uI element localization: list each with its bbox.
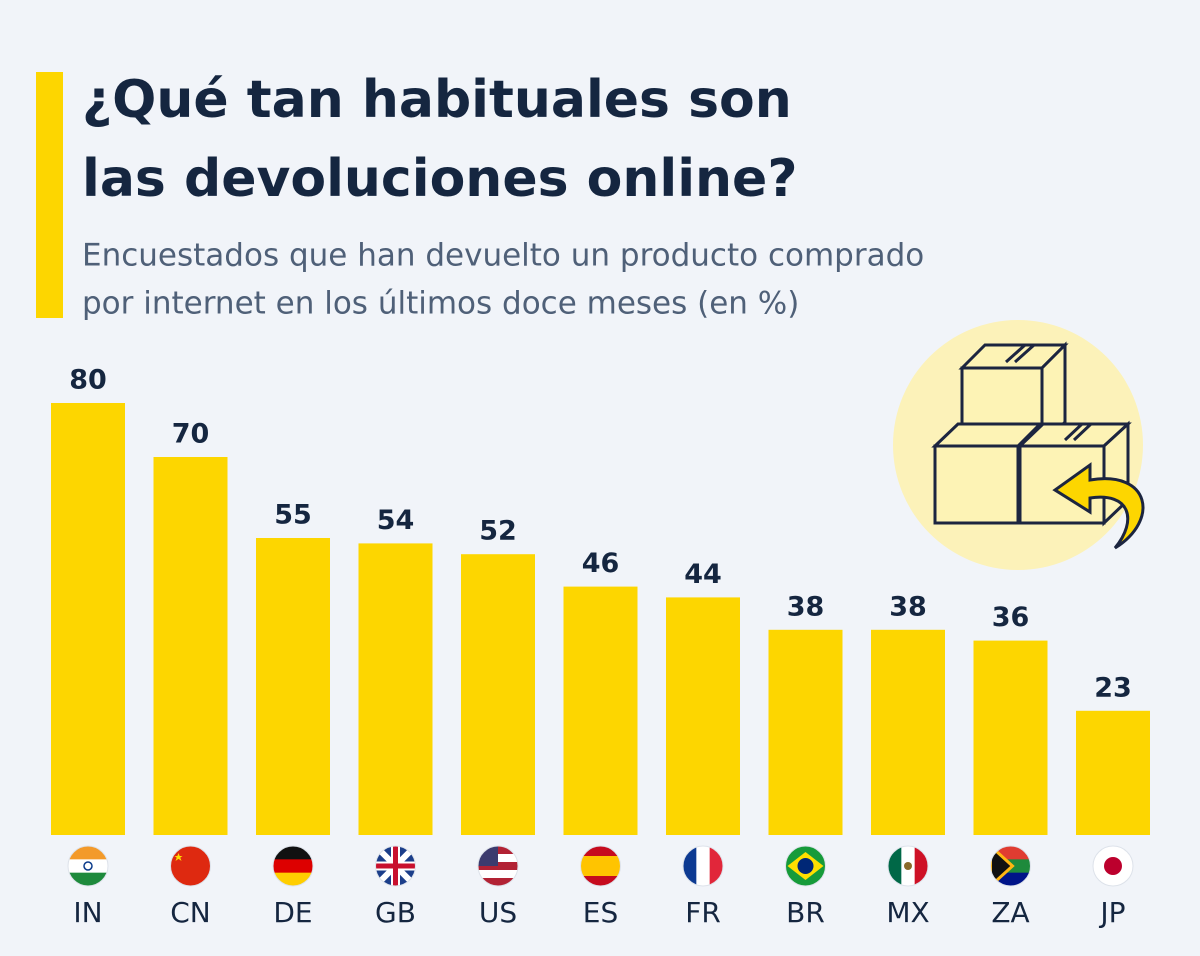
- flag-emblem: [990, 846, 1015, 886]
- bar: [256, 538, 330, 835]
- flag: [785, 845, 826, 887]
- bar: [1076, 710, 1150, 835]
- flag-border: [170, 845, 211, 887]
- flag-emblem: [174, 853, 183, 861]
- x-tick-label: JP: [1098, 896, 1125, 929]
- flag-fill: [375, 846, 416, 886]
- flag-stripe: [478, 862, 518, 871]
- flag-stripe: [580, 846, 621, 857]
- bar: [358, 543, 433, 835]
- x-tick-label: IN: [73, 896, 102, 929]
- x-tick-label: ES: [583, 896, 618, 929]
- subtitle: Encuestados que han devuelto un producto…: [82, 238, 924, 274]
- flag-stripe: [580, 866, 621, 877]
- flag-emblem: [904, 862, 912, 870]
- flag-emblem: [83, 861, 93, 871]
- flag: [477, 845, 519, 887]
- flag-stripe: [273, 846, 313, 860]
- x-tick-label: US: [479, 896, 517, 929]
- flag-border: [1092, 845, 1134, 887]
- flag: [375, 845, 416, 887]
- bar: [768, 629, 843, 835]
- flag: [580, 845, 621, 887]
- x-tick-label: DE: [273, 896, 312, 929]
- flag-border: [887, 845, 929, 887]
- value-label: 52: [479, 516, 517, 547]
- flag-border: [272, 845, 314, 887]
- flag-border: [67, 845, 109, 887]
- bar: [973, 640, 1048, 835]
- value-label: 54: [377, 505, 415, 536]
- flag-stripe: [68, 859, 108, 874]
- flag: [990, 845, 1031, 887]
- flag-border: [990, 845, 1031, 887]
- bar: [871, 629, 945, 835]
- flag: [272, 845, 314, 887]
- x-tick-label: ZA: [991, 896, 1029, 929]
- flag-emblem: [1104, 857, 1122, 875]
- flag-stripe: [683, 846, 697, 886]
- chart-title: las devoluciones online?: [82, 149, 797, 209]
- value-label: 44: [684, 559, 722, 590]
- flag-stripe: [888, 846, 902, 886]
- flag-border: [477, 845, 519, 887]
- flag-stripe: [68, 846, 108, 860]
- flag-border: [785, 845, 826, 887]
- flag: [1092, 845, 1134, 887]
- bar: [51, 403, 125, 835]
- flag-fill: [580, 846, 621, 886]
- value-label: 70: [172, 419, 210, 450]
- x-tick-label: MX: [886, 896, 929, 929]
- x-tick-label: GB: [375, 896, 416, 929]
- flag-emblem: [797, 858, 814, 874]
- flag-fill: [273, 846, 313, 886]
- flag: [67, 845, 109, 887]
- flag-fill: [68, 846, 108, 886]
- x-tick-label: FR: [685, 896, 721, 929]
- bar: [461, 554, 535, 835]
- box-icon: [893, 320, 1145, 570]
- flag-fill: [170, 846, 211, 886]
- value-label: 38: [787, 591, 825, 622]
- flag-emblem: [375, 846, 416, 886]
- flag-stripe: [580, 856, 621, 867]
- bar: [563, 586, 638, 835]
- chart-title: ¿Qué tan habituales son: [82, 70, 792, 130]
- flag-stripe: [478, 870, 518, 879]
- value-label: 46: [582, 548, 620, 579]
- flag-stripe: [273, 872, 313, 886]
- flag: [887, 845, 929, 887]
- flag-stripe: [68, 872, 108, 886]
- subtitle: por internet en los últimos doce meses (…: [82, 286, 799, 322]
- value-label: 23: [1094, 672, 1132, 703]
- value-label: 36: [992, 602, 1030, 633]
- flag-stripe: [696, 846, 711, 886]
- flag-fill: [888, 846, 928, 886]
- flag-fill: [785, 846, 826, 886]
- flag-stripe: [709, 846, 723, 886]
- bar: [666, 597, 740, 835]
- accent-bar: [36, 72, 63, 318]
- x-tick-label: BR: [786, 896, 825, 929]
- flag-fill: [683, 846, 723, 886]
- bar: [153, 457, 228, 835]
- flag-stripe: [273, 859, 313, 874]
- flag: [170, 845, 211, 887]
- flag-stripe: [580, 876, 621, 886]
- flag-border: [580, 845, 621, 887]
- flag-stripe: [478, 878, 518, 886]
- flag-stripe: [914, 846, 928, 886]
- flag: [682, 845, 724, 887]
- flag-fill: [990, 846, 1031, 886]
- value-label: 55: [274, 500, 312, 531]
- value-label: 80: [69, 365, 107, 396]
- flag-field: [170, 846, 211, 886]
- flag-border: [682, 845, 724, 887]
- value-label: 38: [889, 591, 927, 622]
- flag-border: [375, 845, 416, 887]
- x-tick-label: CN: [170, 896, 211, 929]
- flag-fill: [1093, 846, 1133, 886]
